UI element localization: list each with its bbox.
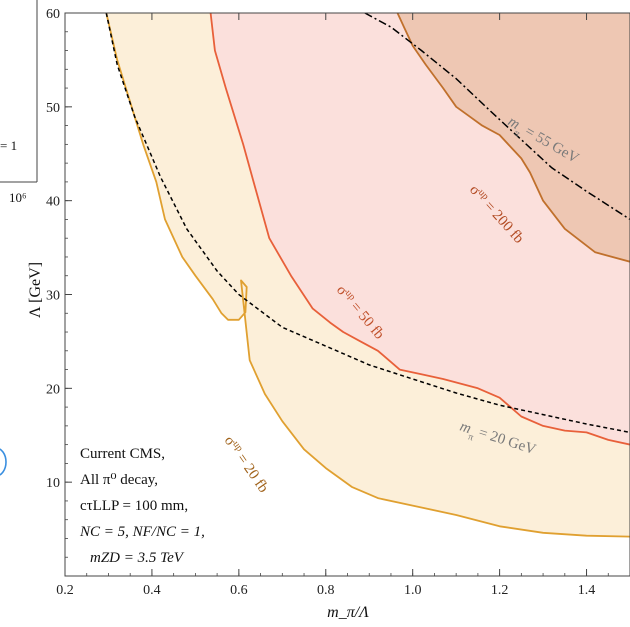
info-line-5: mZD = 3.5 TeV	[90, 550, 185, 566]
info-line-1: Current CMS,	[80, 446, 165, 462]
info-line-4: NC = 5, NF/NC = 1,	[79, 524, 205, 540]
contour-line-0	[105, 13, 630, 434]
y-tick-label-3: 40	[46, 195, 60, 210]
x-tick-label-4: 1.0	[404, 583, 422, 598]
info-line-2: All π⁰ decay,	[80, 472, 158, 488]
partial-neighbor-panel: = 1 10⁶	[0, 0, 38, 476]
region-boundary-0	[105, 13, 630, 538]
partial-label-tick: 10⁶	[9, 190, 27, 205]
y-tick-label-1: 20	[46, 382, 60, 397]
x-tick-label-0: 0.2	[56, 583, 74, 598]
info-line-3: cτLLP = 100 mm,	[80, 498, 188, 514]
y-tick-label-4: 50	[46, 101, 60, 116]
mpi-20gev-symbol: m	[458, 419, 473, 438]
contour-line-1	[364, 13, 630, 221]
ticks-layer: 0.2 0.4 0.6 0.8 1.0 1.2 1.4 10 20 30 40 50 60	[46, 7, 630, 598]
partial-blue-arc	[0, 448, 7, 476]
y-tick-label-2: 30	[46, 289, 60, 304]
region-boundary-2	[396, 13, 630, 263]
region-fill-2	[397, 13, 630, 262]
sigma-20fb-label: σup = 20 fb	[221, 432, 273, 496]
x-tick-label-1: 0.4	[143, 583, 161, 598]
partial-label-eq: = 1	[0, 138, 17, 153]
x-tick-label-5: 1.2	[491, 583, 509, 598]
y-tick-label-5: 60	[46, 7, 60, 22]
x-tick-label-6: 1.4	[578, 583, 596, 598]
y-axis-title: Λ [GeV]	[27, 262, 44, 318]
x-tick-label-3: 0.8	[317, 583, 335, 598]
contours-layer	[105, 13, 630, 434]
info-box: Current CMS, All π⁰ decay, cτLLP = 100 m…	[79, 446, 205, 566]
mpi-55gev-sub: π	[512, 127, 522, 139]
mpi-20gev-sub: π	[467, 431, 475, 443]
sigma-20fb-value: = 20 fb	[231, 448, 271, 496]
y-tick-label-0: 10	[46, 476, 60, 491]
region-boundary-1	[209, 13, 630, 446]
x-axis-title: m_π/Λ	[327, 604, 369, 621]
regions-layer	[105, 13, 630, 538]
x-tick-label-2: 0.6	[230, 583, 248, 598]
plot-area	[105, 13, 630, 538]
